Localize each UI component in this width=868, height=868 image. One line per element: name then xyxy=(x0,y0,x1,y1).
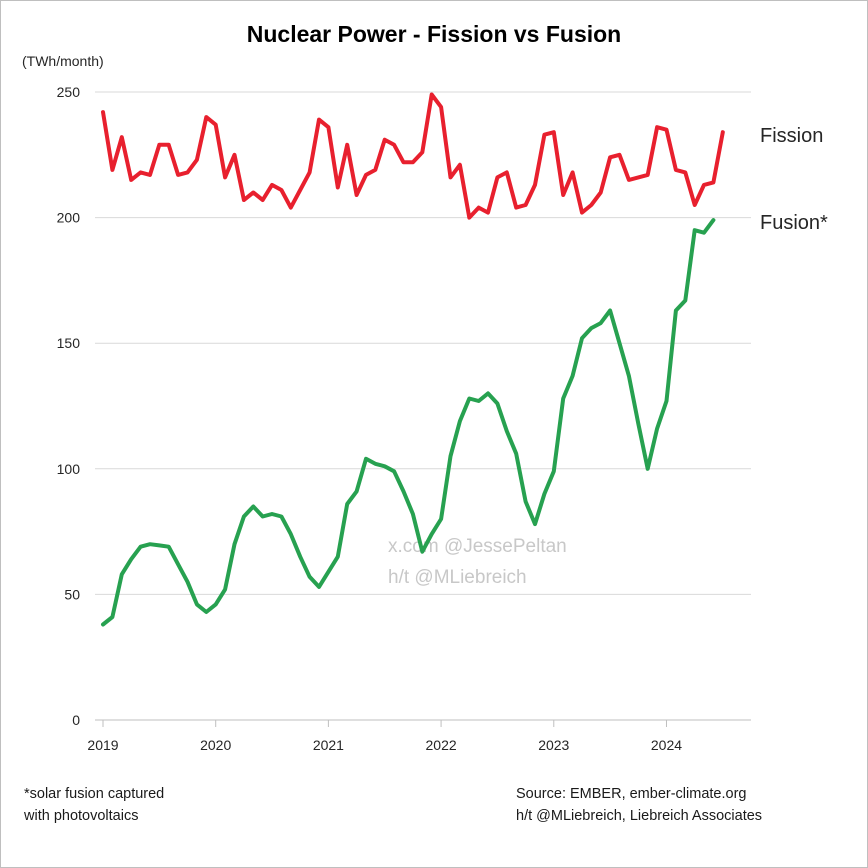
x-tick-label: 2022 xyxy=(426,737,457,753)
y-tick-label: 100 xyxy=(57,461,81,477)
x-tick-label: 2023 xyxy=(538,737,569,753)
footnote-line-2: with photovoltaics xyxy=(23,808,138,824)
y-tick-label: 0 xyxy=(72,712,80,728)
series-lines xyxy=(101,92,725,627)
series-label-fusion: Fusion* xyxy=(760,212,828,234)
chart-title: Nuclear Power - Fission vs Fusion xyxy=(247,21,621,47)
y-tick-label: 50 xyxy=(64,586,80,602)
footnote: *solar fusion captured with photovoltaic… xyxy=(23,786,164,824)
x-tick-label: 2019 xyxy=(87,737,118,753)
y-tick-label: 250 xyxy=(57,84,81,100)
source-line-2: h/t @MLiebreich, Liebreich Associates xyxy=(516,808,762,824)
footnote-line-1: *solar fusion captured xyxy=(24,786,164,802)
series-line-fission xyxy=(101,92,725,220)
y-axis-unit-label: (TWh/month) xyxy=(22,53,104,69)
gridlines xyxy=(95,91,751,721)
x-tick-label: 2024 xyxy=(651,737,682,753)
x-tick-label: 2021 xyxy=(313,737,344,753)
watermark-line-1: x.com @JessePeltan xyxy=(388,536,567,557)
series-line-fusion xyxy=(101,218,716,627)
x-axis-ticks: 2019 2020 2021 2022 2023 2024 xyxy=(87,720,682,753)
y-tick-label: 200 xyxy=(57,210,81,226)
source-note: Source: EMBER, ember-climate.org h/t @ML… xyxy=(516,786,762,824)
y-axis-ticks: 0 50 100 150 200 250 xyxy=(57,84,81,728)
x-tick-label: 2020 xyxy=(200,737,231,753)
source-line-1: Source: EMBER, ember-climate.org xyxy=(516,786,746,802)
watermark-line-2: h/t @MLiebreich xyxy=(388,567,527,588)
series-label-fission: Fission xyxy=(760,125,823,147)
y-tick-label: 150 xyxy=(57,335,81,351)
watermark: x.com @JessePeltan h/t @MLiebreich xyxy=(388,536,567,588)
